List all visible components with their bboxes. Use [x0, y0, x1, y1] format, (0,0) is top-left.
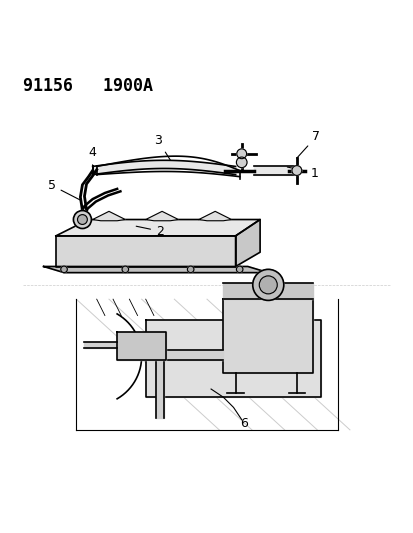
Text: 1: 1	[287, 167, 318, 180]
Circle shape	[236, 157, 247, 168]
Bar	[223, 283, 313, 299]
Circle shape	[236, 149, 246, 159]
Polygon shape	[56, 236, 235, 266]
Circle shape	[236, 266, 242, 272]
Polygon shape	[117, 332, 166, 360]
Circle shape	[122, 266, 128, 272]
Circle shape	[291, 166, 301, 175]
Circle shape	[77, 215, 87, 224]
Polygon shape	[93, 212, 125, 221]
Polygon shape	[235, 220, 259, 266]
Circle shape	[187, 266, 193, 272]
Polygon shape	[223, 299, 313, 373]
Circle shape	[259, 276, 277, 294]
Polygon shape	[145, 212, 178, 221]
Text: 3: 3	[154, 134, 173, 164]
Polygon shape	[145, 320, 320, 397]
Circle shape	[73, 211, 91, 229]
Polygon shape	[43, 266, 268, 272]
Polygon shape	[198, 212, 231, 221]
Text: 7: 7	[296, 130, 320, 158]
Text: 5: 5	[47, 179, 80, 200]
Text: 2: 2	[136, 224, 164, 238]
Polygon shape	[56, 220, 259, 236]
Text: 4: 4	[88, 146, 96, 175]
Circle shape	[61, 266, 67, 272]
Text: 91156   1900A: 91156 1900A	[23, 77, 153, 94]
Circle shape	[252, 269, 283, 301]
Text: 6: 6	[239, 417, 247, 430]
